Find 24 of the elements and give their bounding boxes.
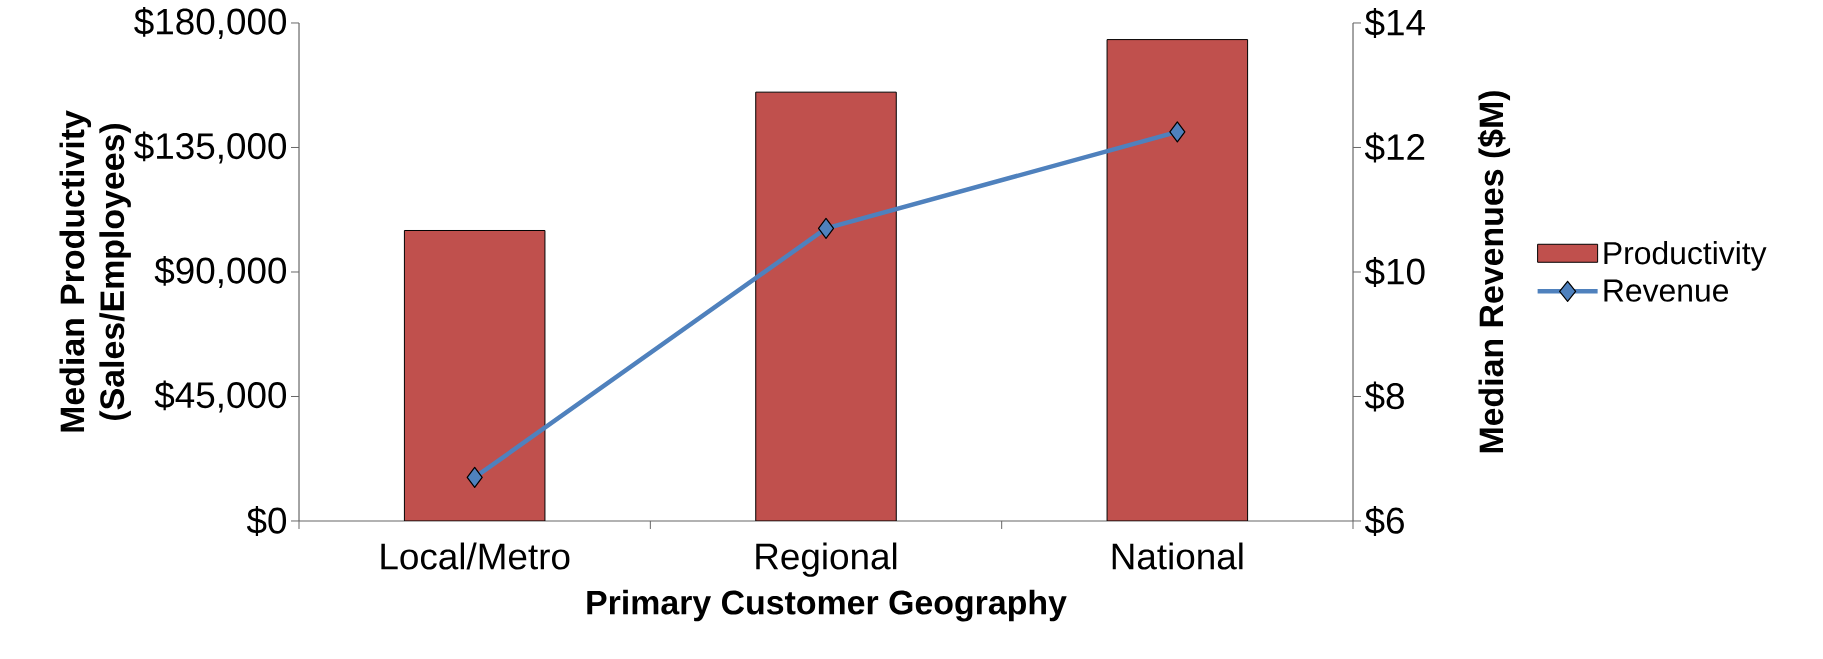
y2-tick-label: $6 [1364,506,1404,536]
y-axis-title: Median Productivity (Sales/Employees) [59,110,131,432]
y-tick-label: $45,000 [154,380,287,413]
y-tick-label: $180,000 [134,6,287,39]
y2-tick-label: $12 [1364,132,1425,163]
y2-tick-label: $10 [1364,257,1425,287]
y2-tick-label: $14 [1364,8,1425,38]
legend-label: Productivity [1604,240,1767,271]
y-tick-label: $135,000 [134,131,287,164]
legend-label: Revenue [1604,279,1729,302]
bar [755,91,897,521]
bar [403,229,546,521]
y-tick-label: $90,000 [154,255,287,288]
x-tick-label: National [1112,542,1243,570]
y2-tick-label: $8 [1364,381,1404,412]
bar [1106,39,1249,521]
x-tick-label: Local/Metro [381,542,570,570]
point [466,466,483,489]
y-tick-label: $0 [246,506,287,536]
x-axis-title: Primary Customer Geography [587,589,1067,622]
x-tick-label: Regional [756,542,897,577]
point [817,217,835,240]
y2-axis-title: Median Revenues ($M) [1477,91,1511,453]
point [1169,121,1186,143]
